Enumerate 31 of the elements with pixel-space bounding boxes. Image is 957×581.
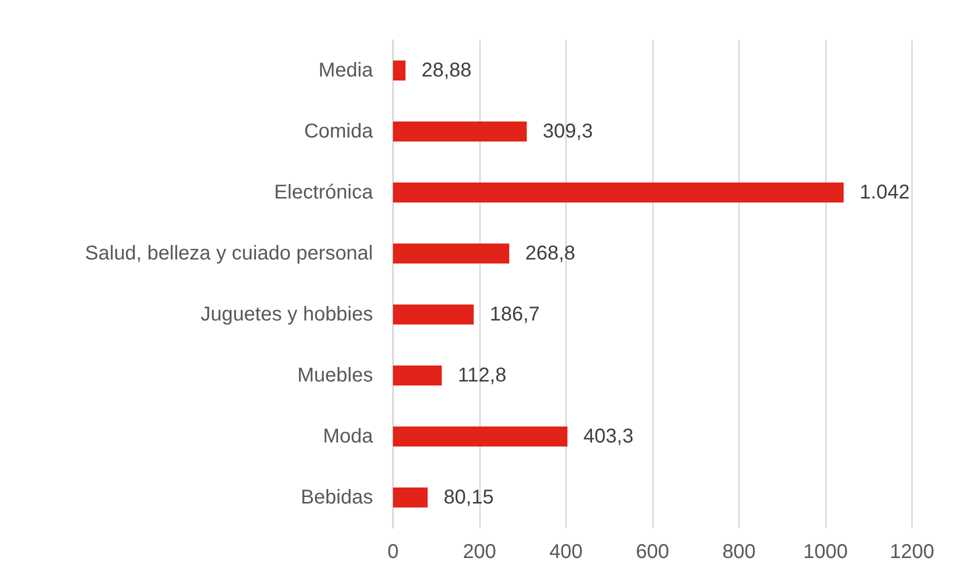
data-label: 309,3 <box>542 120 593 142</box>
x-tick-label: 800 <box>722 541 756 563</box>
y-tick-label: Muebles <box>297 364 373 386</box>
bar <box>393 122 527 142</box>
data-label: 28,88 <box>421 60 472 82</box>
data-label: 1.042 <box>860 182 910 204</box>
y-tick-label: Juguetes y hobbies <box>200 304 373 326</box>
data-label: 403,3 <box>583 426 634 448</box>
x-tick-label: 400 <box>549 541 583 563</box>
y-tick-label: Salud, belleza y cuiado personal <box>85 242 373 264</box>
y-tick-label: Bebidas <box>300 486 373 508</box>
bar <box>393 426 568 446</box>
x-tick-label: 600 <box>636 541 670 563</box>
data-label: 80,15 <box>444 486 494 508</box>
x-tick-label: 1200 <box>890 541 934 563</box>
y-tick-label: Comida <box>304 120 374 142</box>
bar <box>393 182 844 202</box>
data-label: 112,8 <box>458 364 506 386</box>
data-label: 268,8 <box>525 242 576 264</box>
y-tick-label: Electrónica <box>274 182 374 204</box>
bar <box>393 60 406 80</box>
x-tick-label: 0 <box>387 541 399 563</box>
x-tick-label: 200 <box>462 541 496 563</box>
y-tick-label: Moda <box>322 426 374 448</box>
bar <box>393 488 428 508</box>
y-tick-label: Media <box>318 60 374 82</box>
x-tick-label: 1000 <box>803 541 848 563</box>
data-label: 186,7 <box>490 304 540 326</box>
bar <box>393 244 510 264</box>
bar <box>393 366 442 386</box>
bar <box>393 304 474 324</box>
